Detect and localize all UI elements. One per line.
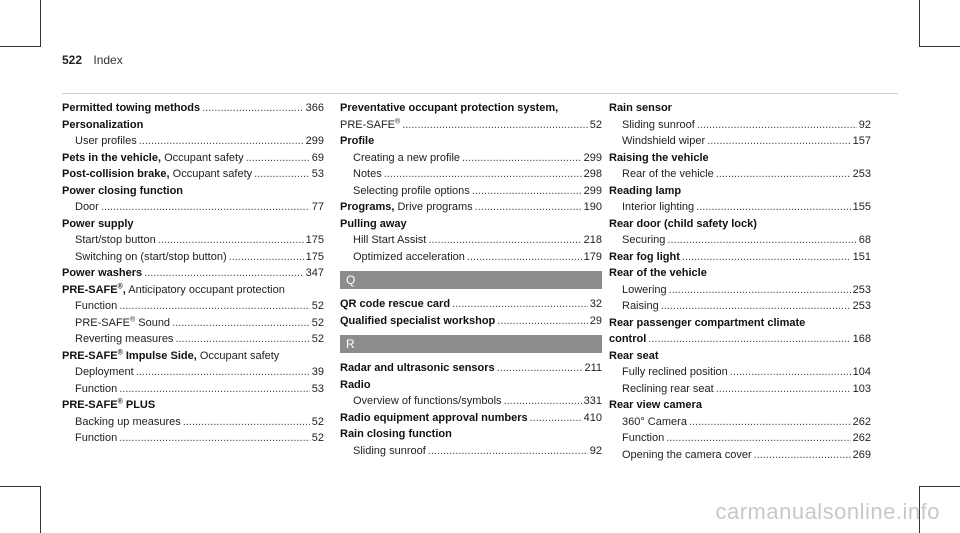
page-ref[interactable]: 52: [589, 118, 602, 131]
page-ref[interactable]: 175: [305, 250, 324, 263]
page-ref[interactable]: 29: [589, 314, 602, 327]
page-ref[interactable]: 39: [311, 366, 324, 378]
index-entry: QR code rescue card32: [340, 296, 602, 313]
index-entry: Rain sensor Sliding sunroof92 Windshield…: [609, 100, 871, 150]
index-entry: Rear view camera 360° Camera262 Function…: [609, 397, 871, 463]
page-ref[interactable]: 52: [311, 432, 324, 444]
page-ref[interactable]: 190: [583, 201, 602, 213]
crop-mark: [919, 486, 960, 487]
index-entry: Qualified specialist workshop29: [340, 313, 602, 330]
page-ref[interactable]: 175: [305, 234, 324, 246]
page-ref[interactable]: 299: [305, 135, 324, 147]
page-ref[interactable]: 155: [852, 201, 871, 213]
index-entry: Radio equipment approval numbers410: [340, 410, 602, 427]
page-ref[interactable]: 299: [583, 151, 602, 164]
page-ref[interactable]: 331: [583, 395, 602, 407]
crop-mark: [0, 46, 41, 47]
index-column-2: Preventative occupant protection system,…: [340, 100, 602, 459]
page-ref[interactable]: 69: [311, 151, 324, 164]
crop-mark: [919, 0, 920, 46]
page-ref[interactable]: 52: [311, 415, 324, 428]
page-header: 522 Index: [62, 53, 123, 67]
header-rule: [62, 93, 898, 94]
page-ref[interactable]: 168: [852, 333, 871, 345]
index-entry: Profile Creating a new profile299 Notes2…: [340, 133, 602, 199]
index-entry: Reading lamp Interior lighting155: [609, 183, 871, 216]
page-ref[interactable]: 103: [852, 382, 871, 395]
page-ref[interactable]: 269: [852, 448, 871, 461]
page-ref[interactable]: 299: [583, 184, 602, 197]
index-entry: PRE-SAFE® Impulse Side, Occupant safety …: [62, 348, 324, 398]
index-entry: Preventative occupant protection system,…: [340, 100, 602, 133]
index-entry: Radio Overview of functions/symbols331: [340, 377, 602, 410]
page-title: Index: [93, 53, 123, 67]
index-entry: Post-collision brake, Occupant safety53: [62, 166, 324, 183]
page-ref[interactable]: 253: [852, 283, 871, 296]
index-entry: Rear of the vehicle Lowering253 Raising2…: [609, 265, 871, 315]
page-ref[interactable]: 104: [852, 366, 871, 378]
index-entry: Permitted towing methods366: [62, 100, 324, 117]
index-entry: Rear seat Fully reclined position104 Rec…: [609, 348, 871, 398]
index-entry: Programs, Drive programs190: [340, 199, 602, 216]
page-ref[interactable]: 262: [852, 432, 871, 444]
index-entry: Radar and ultrasonic sensors211: [340, 360, 602, 377]
index-entry: Pulling away Hill Start Assist218 Optimi…: [340, 216, 602, 266]
page-ref[interactable]: 52: [311, 333, 324, 345]
page-ref[interactable]: 151: [852, 250, 871, 263]
page-ref[interactable]: 92: [858, 118, 871, 131]
page-ref[interactable]: 253: [852, 300, 871, 312]
page-ref[interactable]: 366: [305, 102, 324, 114]
watermark: carmanualsonline.info: [715, 499, 940, 524]
page-ref[interactable]: 92: [589, 444, 602, 457]
page-ref[interactable]: 410: [583, 411, 602, 424]
index-entry: Rain closing function Sliding sunroof92: [340, 426, 602, 459]
index-column-3: Rain sensor Sliding sunroof92 Windshield…: [609, 100, 871, 463]
page-ref[interactable]: 157: [852, 135, 871, 147]
page-ref[interactable]: 262: [852, 415, 871, 428]
crop-mark: [40, 0, 41, 46]
page-ref[interactable]: 53: [311, 382, 324, 395]
page-ref[interactable]: 77: [311, 201, 324, 213]
page-ref[interactable]: 179: [583, 250, 602, 263]
page-ref[interactable]: 52: [311, 316, 324, 329]
index-entry: PRE-SAFE® PLUS Backing up measures52 Fun…: [62, 397, 324, 447]
index-entry: Rear fog light151: [609, 249, 871, 266]
index-column-1: Permitted towing methods366 Personalizat…: [62, 100, 324, 447]
page-ref[interactable]: 211: [584, 362, 602, 374]
index-entry: Personalization User profiles299: [62, 117, 324, 150]
crop-mark: [40, 486, 41, 533]
crop-mark: [0, 486, 41, 487]
index-entry: PRE-SAFE®, Anticipatory occupant protect…: [62, 282, 324, 348]
page-ref[interactable]: 53: [311, 168, 324, 180]
section-letter-q: Q: [340, 271, 602, 289]
crop-mark: [919, 486, 920, 533]
index-entry: Power washers347: [62, 265, 324, 282]
section-letter-r: R: [340, 335, 602, 353]
page-ref[interactable]: 298: [583, 168, 602, 180]
index-entry: Power closing function Door77: [62, 183, 324, 216]
index-entry: Power supply Start/stop button175 Switch…: [62, 216, 324, 266]
index-entry: Rear door (child safety lock) Securing68: [609, 216, 871, 249]
page-ref[interactable]: 218: [583, 234, 602, 246]
page-ref[interactable]: 52: [311, 300, 324, 312]
crop-mark: [919, 46, 960, 47]
index-entry: Pets in the vehicle, Occupant safety69: [62, 150, 324, 167]
page-ref[interactable]: 253: [852, 168, 871, 180]
page-ref[interactable]: 347: [305, 267, 324, 279]
page-ref[interactable]: 32: [589, 298, 602, 310]
index-entry: Rear passenger compartment climate contr…: [609, 315, 871, 348]
page-ref[interactable]: 68: [858, 234, 871, 246]
page-number: 522: [62, 53, 83, 67]
index-entry: Raising the vehicle Rear of the vehicle2…: [609, 150, 871, 183]
